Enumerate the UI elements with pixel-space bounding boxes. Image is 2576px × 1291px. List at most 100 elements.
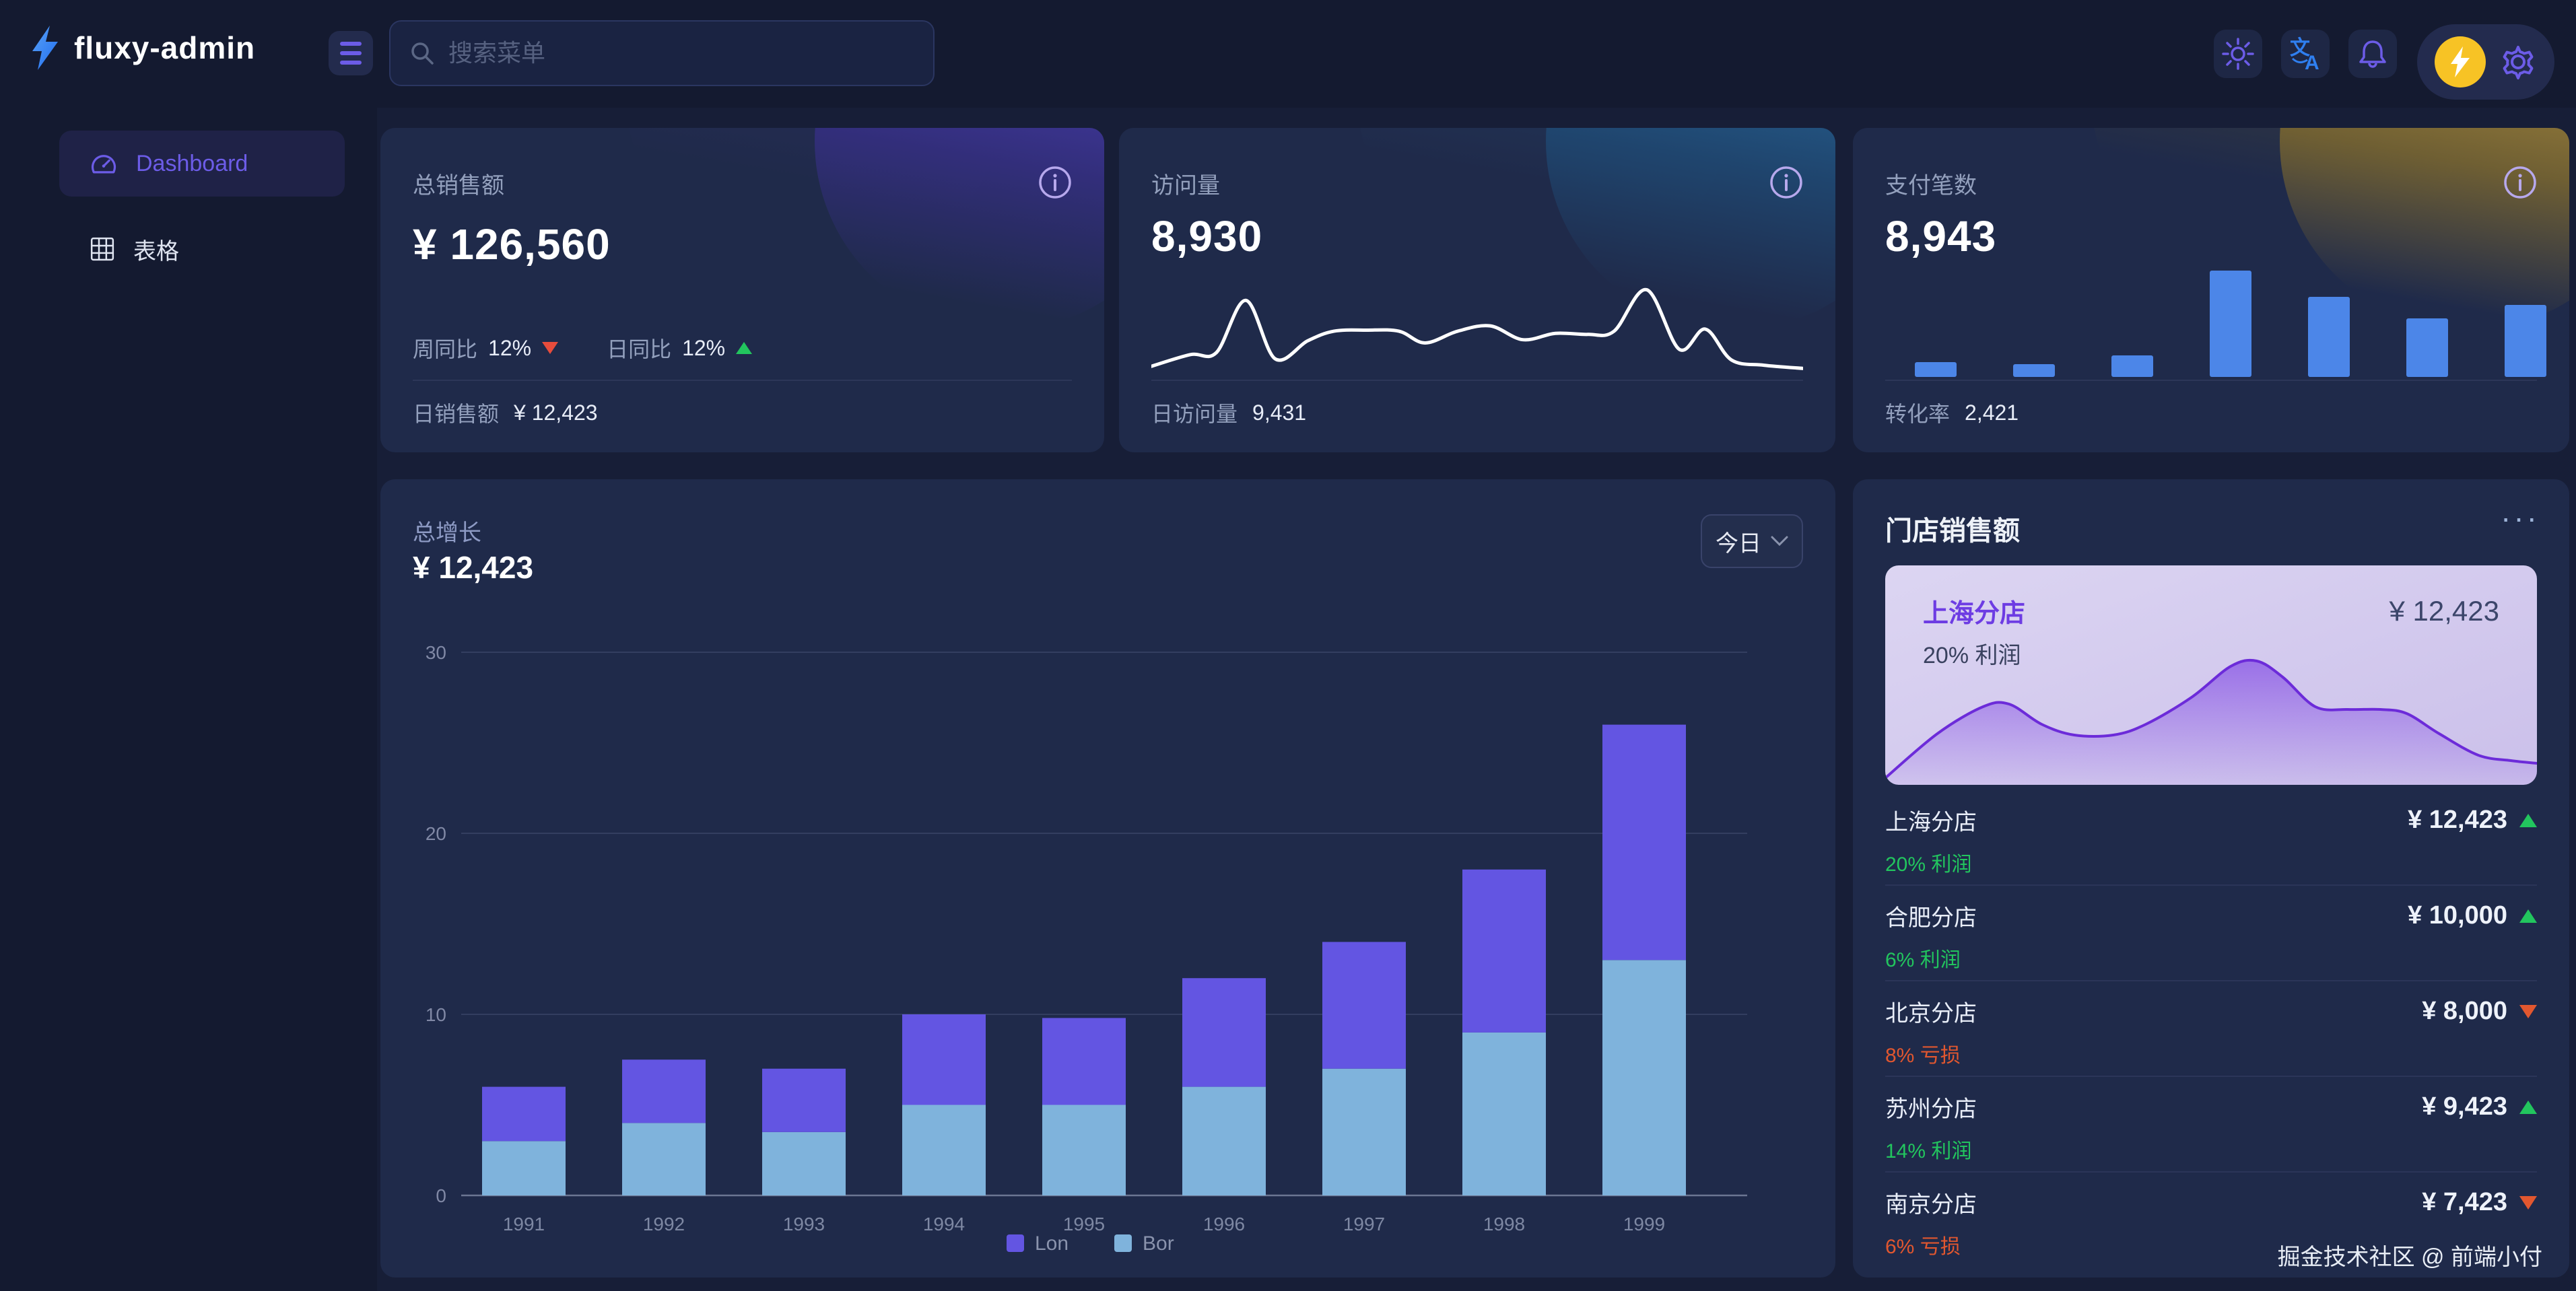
conversion-value: 2,421: [1965, 400, 2019, 425]
mini-bar: [1915, 362, 1957, 377]
store-pct: 6% 亏损: [1885, 1236, 1961, 1258]
svg-text:1994: 1994: [923, 1214, 965, 1234]
avatar[interactable]: [2435, 36, 2486, 88]
info-icon[interactable]: [1036, 163, 1075, 205]
trend-up-icon: [2519, 813, 2537, 827]
store-value: ¥ 10,000: [2408, 901, 2507, 930]
svg-text:10: 10: [426, 1004, 446, 1025]
day-ratio-label: 日同比: [607, 337, 672, 361]
store-value: ¥ 7,423: [2422, 1188, 2507, 1216]
divider: [1151, 380, 1803, 381]
svg-text:1995: 1995: [1063, 1214, 1105, 1234]
mini-bar: [2013, 364, 2055, 377]
decor-circle: [1357, 128, 1734, 283]
growth-stacked-bar-chart: 0 10 20 30 1991 1992 1993 1994 1995 1996 1997 1998 1…: [426, 642, 1747, 1255]
app-logo: fluxy-admin: [30, 26, 255, 70]
sales-trends: 周同比 12% 日同比 12%: [413, 333, 753, 363]
mini-bar: [2210, 271, 2251, 377]
gear-icon[interactable]: [2499, 43, 2537, 81]
store-name: 苏州分店: [1885, 1096, 1977, 1122]
table-grid-icon: [90, 237, 114, 261]
store-pct: 14% 利润: [1885, 1140, 1972, 1162]
stat-value: 8,930: [1151, 212, 1263, 260]
sidebar-item-label: Dashboard: [136, 150, 248, 176]
store-name: 南京分店: [1885, 1192, 1977, 1218]
hamburger-icon: [340, 42, 362, 46]
search-box: [389, 20, 935, 86]
mini-bar: [2406, 318, 2448, 377]
week-ratio-value: 12%: [488, 335, 532, 360]
bell-icon: [2359, 40, 2386, 68]
daily-visits-value: 9,431: [1252, 400, 1307, 425]
store-value: ¥ 12,423: [2408, 806, 2507, 834]
theme-toggle-button[interactable]: [2214, 30, 2262, 78]
trend-down-icon: [2519, 1004, 2537, 1018]
avatar-lightning-icon: [2451, 46, 2470, 77]
more-options-icon[interactable]: ···: [2501, 500, 2540, 535]
store-name: 上海分店: [1885, 810, 1977, 835]
stat-label: 访问量: [1151, 173, 1220, 199]
highlight-store-name: 上海分店: [1923, 600, 2026, 628]
translate-icon: 文 A: [2290, 36, 2319, 72]
trend-down-icon: [542, 342, 559, 354]
trend-up-icon: [2519, 1100, 2537, 1114]
footer-credit: 掘金技术社区 @ 前端小付: [2277, 1245, 2542, 1270]
sidebar-item-table[interactable]: 表格: [59, 222, 345, 276]
search-icon: [411, 42, 434, 65]
svg-text:1998: 1998: [1483, 1214, 1525, 1234]
store-pct: 20% 利润: [1885, 853, 1972, 876]
store-highlight-card[interactable]: 上海分店 ¥ 12,423 20% 利润: [1885, 565, 2537, 785]
trend-down-icon: [2519, 1195, 2537, 1210]
daily-visits-label: 日访问量: [1151, 402, 1238, 426]
mini-bar: [2111, 355, 2153, 377]
conversion-label: 转化率: [1885, 402, 1951, 426]
info-icon[interactable]: [2501, 163, 2540, 205]
svg-text:Bor: Bor: [1143, 1232, 1174, 1255]
menu-toggle-button[interactable]: [329, 31, 373, 75]
daily-sales-value: ¥ 12,423: [514, 400, 598, 425]
info-icon[interactable]: [1767, 163, 1806, 205]
daily-sales-label: 日销售额: [413, 402, 500, 426]
store-row: 苏州分店 ¥ 9,423 14% 利润: [1885, 1077, 2537, 1173]
stat-card-payments: 支付笔数 8,943 转化率 2,421: [1853, 128, 2569, 452]
stat-label: 支付笔数: [1885, 173, 1977, 199]
notifications-button[interactable]: [2348, 30, 2397, 78]
user-menu[interactable]: [2417, 24, 2554, 100]
svg-text:1997: 1997: [1343, 1214, 1385, 1234]
sidebar: Dashboard 表格: [0, 108, 377, 1291]
chevron-down-icon: [1771, 536, 1788, 547]
store-area-chart: [1885, 658, 2537, 785]
date-range-value: 今日: [1716, 530, 1761, 557]
trend-up-icon: [2519, 909, 2537, 923]
growth-chart-card: 总增长 ¥ 12,423 今日 0 10 20 30 1991 1992 1993 1994 1…: [380, 479, 1835, 1278]
decor-circle: [626, 128, 1003, 283]
date-range-dropdown[interactable]: 今日: [1701, 514, 1803, 568]
trend-up-icon: [736, 342, 753, 354]
search-input[interactable]: [448, 39, 914, 67]
store-value: ¥ 9,423: [2422, 1092, 2507, 1121]
stat-value: 8,943: [1885, 212, 1997, 260]
decor-circle: [2091, 128, 2468, 283]
divider: [1885, 380, 2537, 381]
payments-mini-bar-chart: [1915, 261, 2548, 377]
svg-text:20: 20: [426, 823, 446, 844]
svg-text:1999: 1999: [1623, 1214, 1665, 1234]
stat-label: 总销售额: [413, 173, 504, 199]
svg-text:1992: 1992: [643, 1214, 685, 1234]
stat-value: ¥ 126,560: [413, 220, 611, 269]
sun-icon: [2222, 38, 2254, 70]
decor-circle: [815, 128, 1104, 330]
svg-text:30: 30: [426, 642, 446, 663]
topbar: fluxy-admin: [0, 0, 2576, 108]
stat-card-sales: 总销售额 ¥ 126,560 周同比 12% 日同比 12% 日销售额 ¥ 12…: [380, 128, 1104, 452]
store-name: 合肥分店: [1885, 905, 1977, 931]
growth-title: 总增长: [413, 520, 481, 546]
svg-text:文: 文: [2290, 36, 2310, 59]
dashboard-gauge-icon: [91, 155, 116, 174]
store-value: ¥ 8,000: [2422, 997, 2507, 1025]
store-pct: 8% 亏损: [1885, 1045, 1961, 1067]
language-switch-button[interactable]: 文 A: [2281, 30, 2330, 78]
sidebar-item-dashboard[interactable]: Dashboard: [59, 131, 345, 197]
mini-bar: [2308, 297, 2350, 377]
